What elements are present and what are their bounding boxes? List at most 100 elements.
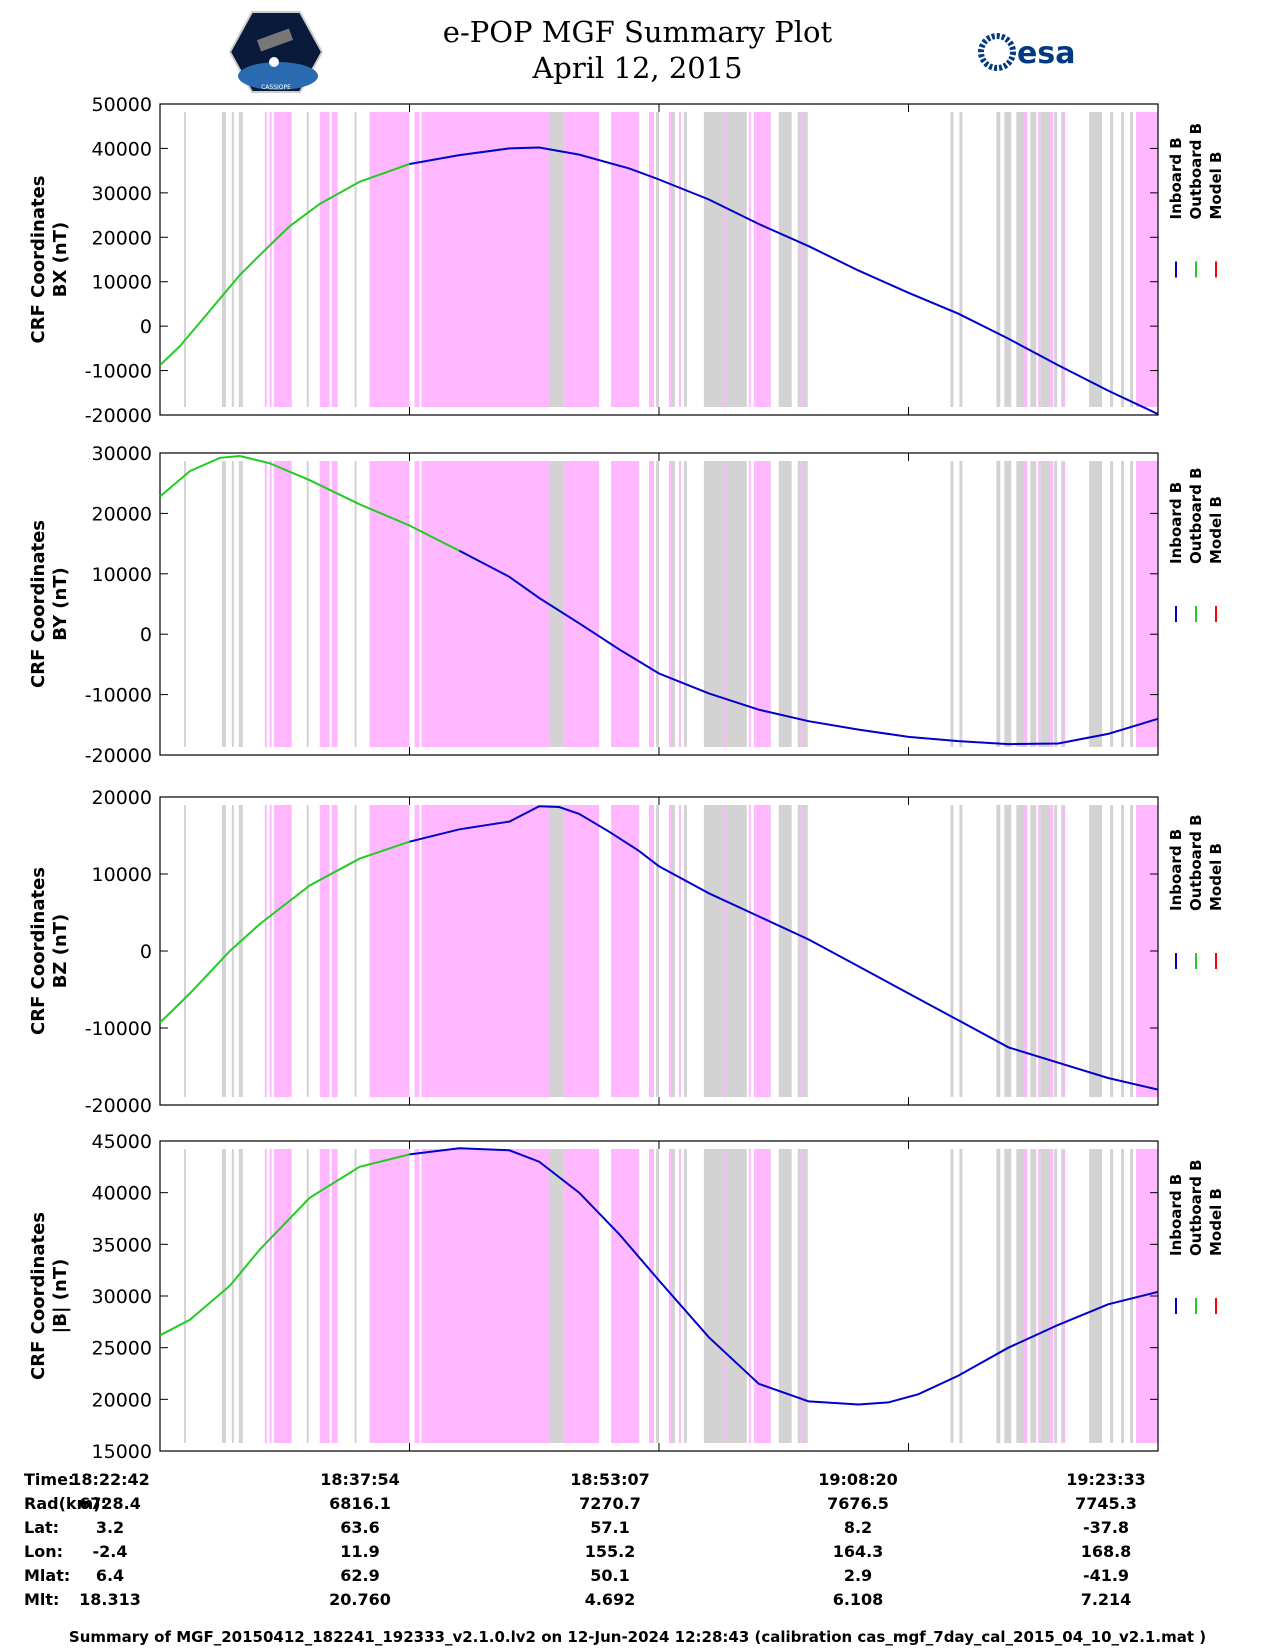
- y-tick-label: 10000: [92, 864, 152, 886]
- legend-label: Inboard B: [1167, 1174, 1185, 1256]
- pink-band: [414, 461, 420, 747]
- gray-band: [959, 112, 963, 407]
- pink-band: [678, 461, 681, 747]
- pink-band: [319, 461, 330, 747]
- pink-band: [748, 112, 751, 407]
- ephemeris-value: -37.8: [1082, 1518, 1130, 1537]
- gray-band: [1030, 1149, 1037, 1443]
- gray-band: [1030, 112, 1037, 407]
- pink-band: [755, 461, 769, 747]
- gray-band: [959, 1149, 963, 1443]
- gray-band: [778, 805, 792, 1097]
- y-tick-label: 0: [140, 941, 152, 963]
- ephemeris-value: 168.8: [1080, 1542, 1132, 1561]
- pink-band: [768, 805, 771, 1097]
- pink-band: [800, 461, 803, 747]
- pink-band: [319, 112, 330, 407]
- gray-band: [183, 1149, 186, 1443]
- gray-band: [1030, 805, 1037, 1097]
- gray-band: [1110, 461, 1114, 747]
- panel-2: -20000 -10000 0 10000 20000 30000 CRF Coordina…: [28, 443, 1225, 767]
- gray-band: [1016, 112, 1028, 407]
- pink-band: [369, 461, 410, 747]
- gray-band: [1004, 112, 1012, 407]
- pink-band: [678, 112, 681, 407]
- ephemeris-value: 164.3: [832, 1542, 884, 1561]
- gray-band: [683, 112, 687, 407]
- ephemeris-value: 20.760: [329, 1590, 391, 1609]
- pink-band: [611, 805, 640, 1097]
- legend-label: Model B: [1207, 152, 1225, 220]
- ephemeris-value: 18:53:07: [570, 1470, 650, 1489]
- ephemeris-value: 18.313: [79, 1590, 141, 1609]
- ephemeris-row-label: Lon:: [24, 1542, 63, 1561]
- pink-band: [1024, 805, 1028, 1097]
- legend-label: Inboard B: [1167, 137, 1185, 219]
- pink-band: [1038, 1149, 1041, 1443]
- gray-band: [670, 112, 675, 407]
- gray-band: [1110, 1149, 1114, 1443]
- pink-band: [748, 1149, 751, 1443]
- pink-band: [421, 112, 550, 407]
- gray-band: [1061, 805, 1065, 1097]
- gray-band: [656, 805, 659, 1097]
- y-tick-label: 15000: [92, 1441, 152, 1463]
- ephemeris-value: 7.214: [1080, 1590, 1132, 1609]
- pink-band: [1024, 1149, 1028, 1443]
- pink-band: [319, 1149, 330, 1443]
- legend-label: Model B: [1207, 1188, 1225, 1256]
- gray-band: [306, 1149, 309, 1443]
- gray-band: [1061, 1149, 1065, 1443]
- pink-band: [264, 112, 267, 407]
- ephemeris-value: 6.108: [832, 1590, 884, 1609]
- pink-band: [753, 461, 756, 747]
- gray-band: [1004, 1149, 1012, 1443]
- ephemeris-value: 4.692: [584, 1590, 636, 1609]
- cassiope-logo-text: CASSIOPE: [261, 84, 291, 91]
- y-tick-label: 20000: [92, 503, 152, 525]
- pink-band: [668, 112, 671, 407]
- pink-band: [1063, 112, 1066, 407]
- pink-band: [1063, 805, 1066, 1097]
- gray-band: [306, 461, 309, 747]
- gray-band: [959, 805, 963, 1097]
- gray-band: [238, 112, 243, 407]
- gray-band: [1030, 461, 1037, 747]
- ephemeris-row-label: Lat:: [24, 1518, 60, 1537]
- y-tick-label: 20000: [92, 1389, 152, 1411]
- y-axis-label-line1: CRF Coordinates: [28, 1212, 49, 1380]
- pink-band: [273, 1149, 292, 1443]
- ephemeris-value: 8.2: [843, 1518, 873, 1537]
- pink-band: [753, 112, 756, 407]
- pink-band: [1136, 1149, 1158, 1443]
- gray-band: [1040, 112, 1051, 407]
- pink-band: [1038, 112, 1041, 407]
- y-tick-label: -20000: [85, 1095, 152, 1117]
- y-tick-label: 30000: [92, 183, 152, 205]
- gray-band: [221, 461, 226, 747]
- gray-band: [950, 1149, 954, 1443]
- pink-band: [611, 1149, 640, 1443]
- gray-band: [996, 1149, 1001, 1443]
- y-axis-label: CRF CoordinatesBZ (nT): [28, 867, 71, 1035]
- footer-caption: Summary of MGF_20150412_182241_192333_v2…: [68, 1628, 1207, 1646]
- gray-band: [1089, 112, 1103, 407]
- ephemeris-row-label: Mlt:: [24, 1590, 60, 1609]
- ephemeris-row-label: Mlat:: [24, 1566, 71, 1585]
- pink-band: [421, 1149, 550, 1443]
- ephemeris-value: 2.9: [843, 1566, 873, 1585]
- gray-band: [778, 1149, 792, 1443]
- pink-band: [1050, 1149, 1054, 1443]
- gray-band: [778, 112, 792, 407]
- y-tick-label: -20000: [85, 405, 152, 427]
- gray-band: [1130, 805, 1134, 1097]
- gray-band: [354, 461, 357, 747]
- panel-3: -20000 -10000 0 10000 20000 CRF CoordinatesBZ…: [28, 787, 1225, 1117]
- gray-band: [656, 1149, 659, 1443]
- gray-band: [1130, 461, 1134, 747]
- gray-band: [354, 805, 357, 1097]
- gray-band: [1054, 805, 1058, 1097]
- outboard-b-line: [159, 163, 410, 366]
- pink-band: [421, 805, 550, 1097]
- ephemeris-value: 57.1: [590, 1518, 630, 1537]
